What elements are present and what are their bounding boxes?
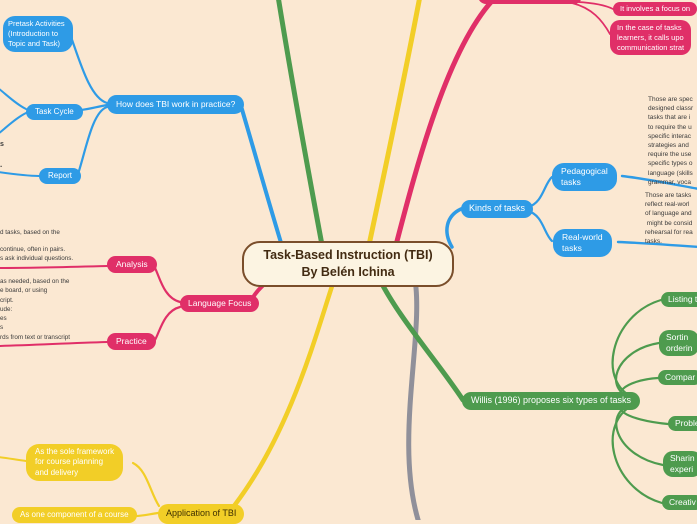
node-application-of-tbi[interactable]: Application of TBI	[158, 504, 245, 524]
node-sole-framework[interactable]: As the sole framework for course plannin…	[26, 444, 124, 482]
connector-practice-left	[0, 341, 108, 347]
node-it-involves[interactable]: It involves a focus on	[613, 2, 697, 16]
node-sharing-experiences[interactable]: Sharin experi	[663, 451, 697, 478]
node-report[interactable]: Report	[39, 168, 82, 185]
note-analysis-description[interactable]: d tasks, based on the continue, often in…	[0, 229, 74, 262]
connector-report-left	[0, 171, 40, 177]
connector-pedagogical-right	[620, 174, 697, 190]
connector-willis-creative	[611, 401, 664, 505]
connector-taskcycle-left-up	[0, 88, 27, 110]
node-pretask-activities[interactable]: Pretask Activities (Introduction to Topi…	[3, 16, 73, 53]
connector-kinds-realworld	[526, 209, 554, 243]
connector-howdoes-pretask	[68, 32, 109, 105]
node-one-component[interactable]: As one component of a course	[12, 507, 137, 524]
node-real-world-tasks[interactable]: Real-world tasks	[553, 229, 612, 258]
node-listing[interactable]: Listing t	[661, 292, 697, 308]
branch-yellow-down	[231, 271, 339, 509]
node-willis-six-types[interactable]: Willis (1996) proposes six types of task…	[462, 392, 641, 410]
node-pedagogical-tasks[interactable]: Pedagogical tasks	[552, 163, 617, 192]
node-top-cropped[interactable]	[478, 0, 582, 4]
note-fragment-1[interactable]: s	[0, 141, 4, 148]
node-analysis[interactable]: Analysis	[107, 256, 157, 274]
node-kinds-of-tasks[interactable]: Kinds of tasks	[461, 200, 534, 218]
node-language-focus[interactable]: Language Focus	[180, 295, 260, 313]
branch-blue-right	[445, 207, 463, 249]
connector-lf-practice	[153, 305, 182, 342]
connector-realworld-right	[616, 240, 697, 249]
branch-pink-up	[393, 0, 495, 248]
connector-taskcycle-left-down	[0, 112, 27, 134]
branch-green-down	[374, 271, 466, 403]
node-in-the-case[interactable]: In the case of tasks learners, it calls …	[610, 20, 692, 56]
note-practice-description[interactable]: as needed, based on the e board, or usin…	[0, 278, 70, 341]
connector-willis-listing	[611, 298, 663, 401]
node-problem[interactable]: Problem	[668, 416, 697, 432]
node-comparing[interactable]: Compar	[658, 370, 697, 386]
branch-gray-down	[406, 271, 421, 520]
center-topic-node[interactable]: Task-Based Instruction (TBI) By Belén Ic…	[242, 241, 454, 287]
connector-analysis-left	[0, 265, 108, 269]
connector-component-application	[133, 511, 160, 518]
node-practice[interactable]: Practice	[107, 333, 156, 351]
branch-yellow-up	[366, 0, 422, 248]
node-how-does-tbi[interactable]: How does TBI work in practice?	[107, 95, 245, 115]
connector-top-inthecase	[571, 2, 611, 35]
node-sorting-ordering[interactable]: Sortin orderin	[659, 330, 697, 357]
branch-blue-left	[239, 104, 284, 248]
note-pedagogical-description[interactable]: Those are spec designed classr tasks tha…	[648, 96, 694, 186]
connector-top-itinvolves	[577, 1, 614, 10]
note-real-world-description[interactable]: Those are tasks reflect real-worl of lan…	[645, 192, 693, 246]
branch-green-up	[276, 0, 325, 248]
node-task-cycle[interactable]: Task Cycle	[26, 104, 83, 121]
connector-lf-analysis	[153, 266, 182, 304]
connector-howdoes-taskcycle	[79, 103, 109, 112]
node-creative[interactable]: Creativ	[662, 495, 697, 511]
connector-kinds-pedagogical	[526, 175, 554, 209]
connector-howdoes-report	[76, 105, 109, 176]
connector-sole-application	[131, 461, 161, 508]
note-fragment-2[interactable]: .	[0, 160, 3, 169]
connector-sole-left	[0, 456, 27, 462]
